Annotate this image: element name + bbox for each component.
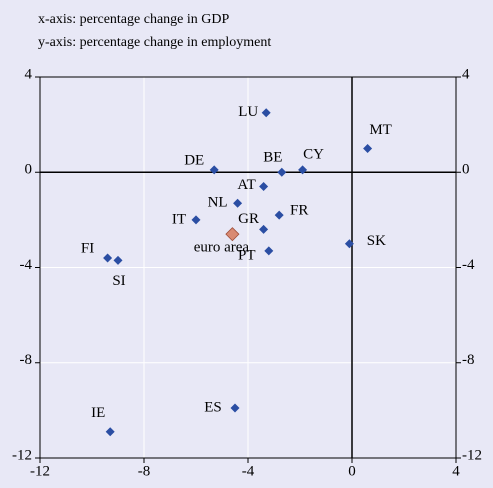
point-label: IT [172,211,186,227]
point-label: AT [237,177,255,193]
point [259,224,269,234]
highlight-point [225,227,240,242]
point-label: BE [263,150,282,166]
point [233,198,243,208]
y-tick-label: -4 [20,257,33,273]
point [209,165,219,175]
point [264,246,274,256]
y-tick-label: 4 [462,66,470,82]
point-label: GR [238,211,259,227]
y-tick-label: 0 [25,162,33,178]
point-label: IE [91,405,105,421]
highlight-label: euro area [194,240,250,256]
y-tick-label: -8 [20,352,33,368]
point [259,182,269,192]
point [105,427,115,437]
point [298,165,308,175]
point-label: LU [238,104,258,120]
point-label: ES [204,399,222,415]
x-tick-label: -12 [30,463,50,479]
point-label: MT [369,122,392,138]
point-label: SI [112,273,125,289]
y-tick-label: -4 [462,257,475,273]
subtitle: x-axis: percentage change in GDP [38,12,229,27]
point [103,253,113,263]
point-label: SK [367,233,386,249]
point [261,108,271,118]
point [277,167,287,177]
x-tick-label: 0 [348,463,356,479]
point-label: DE [184,152,204,168]
point-label: NL [208,195,228,211]
subtitle: y-axis: percentage change in employment [38,35,271,50]
y-tick-label: -8 [462,352,475,368]
x-tick-label: -8 [138,463,151,479]
point-label: FI [81,240,94,256]
point [344,239,354,249]
point [230,403,240,413]
point [274,210,284,220]
point-label: FR [290,203,308,219]
point [191,215,201,225]
x-tick-label: 4 [452,463,460,479]
point-label: CY [303,146,324,162]
point-label: PT [238,247,256,263]
point [363,143,373,153]
y-tick-label: 0 [462,162,470,178]
y-tick-label: -12 [462,447,482,463]
x-tick-label: -4 [242,463,255,479]
y-tick-label: -12 [12,447,32,463]
y-tick-label: 4 [25,66,33,82]
point [113,255,123,265]
